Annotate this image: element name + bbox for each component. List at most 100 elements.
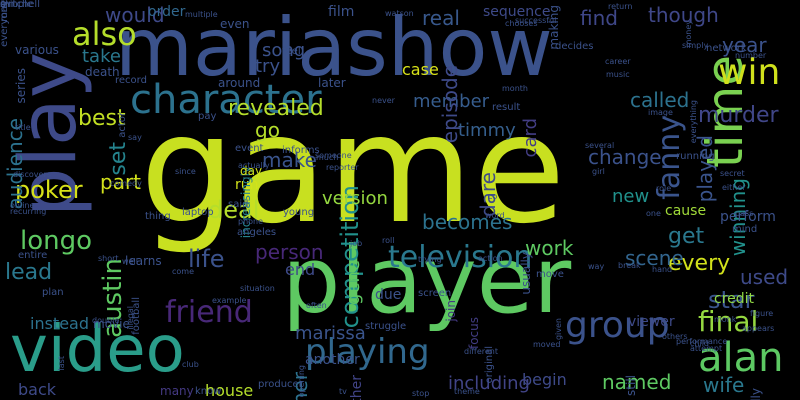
word: run <box>235 177 259 193</box>
word: producer <box>258 379 303 390</box>
word: either <box>722 183 746 192</box>
word: return <box>608 2 633 11</box>
word: real <box>422 6 460 30</box>
word: reporter <box>326 163 359 172</box>
word: discovers <box>13 170 51 179</box>
word: role <box>656 184 672 193</box>
word: last <box>57 356 66 371</box>
word: figure <box>750 309 774 318</box>
word: recurring <box>10 207 47 216</box>
word: around <box>218 76 261 90</box>
word: trying <box>418 255 442 264</box>
word: girl <box>592 167 605 176</box>
word: life <box>188 245 225 273</box>
word: hand <box>652 265 673 274</box>
word: focus <box>467 317 481 350</box>
word: illegal <box>126 306 135 330</box>
word: entire <box>18 250 48 261</box>
word: network <box>706 43 747 54</box>
word: career <box>605 57 631 66</box>
word: viewer <box>628 314 675 330</box>
word: different <box>464 347 498 356</box>
word: begin <box>522 370 567 389</box>
word: alan <box>698 335 784 381</box>
word: well <box>122 257 138 266</box>
word: perform <box>720 209 776 225</box>
word: used <box>740 265 789 289</box>
word: actor <box>117 112 128 138</box>
word: stop <box>412 389 430 398</box>
word: action <box>478 254 503 263</box>
word: make <box>262 148 317 172</box>
word: playing <box>305 332 430 372</box>
word: attempt <box>690 344 723 353</box>
word: simple <box>0 0 34 10</box>
word: screen <box>418 288 452 299</box>
word: theme <box>454 387 480 396</box>
word: card <box>520 118 541 158</box>
word: game <box>140 83 566 257</box>
word: plan <box>42 287 64 298</box>
word: part <box>100 170 142 194</box>
word: film <box>328 4 355 20</box>
word: find <box>580 6 618 30</box>
word: death <box>85 65 120 79</box>
word: successful <box>515 16 557 25</box>
word: roll <box>382 236 395 245</box>
word: young <box>283 207 315 218</box>
word: initially <box>749 388 763 400</box>
word: also <box>72 15 137 53</box>
word: everything <box>689 100 698 144</box>
word: various <box>15 43 59 57</box>
word: work <box>525 236 574 260</box>
word: short <box>98 254 119 263</box>
word: never <box>372 96 395 105</box>
word: final <box>698 305 759 338</box>
word: poker <box>15 176 83 204</box>
word: c <box>0 0 6 10</box>
word: cause <box>665 203 707 219</box>
word: secret <box>720 169 745 178</box>
word: win <box>718 52 781 93</box>
word: say <box>128 133 142 142</box>
word: every <box>668 251 731 276</box>
word: job <box>350 239 363 248</box>
word: comedy <box>110 179 142 188</box>
word: informs <box>282 145 320 156</box>
word: movie <box>93 317 130 331</box>
word: credit <box>714 291 755 307</box>
word: wife <box>703 373 745 397</box>
word: played <box>693 135 717 203</box>
word: running <box>676 151 715 162</box>
word: still <box>624 375 638 396</box>
word: character <box>130 77 322 123</box>
word: end <box>285 260 316 279</box>
word: situation <box>240 284 275 293</box>
word: named <box>602 370 672 394</box>
word: get <box>668 224 705 249</box>
word: longo <box>20 226 93 256</box>
word: several <box>585 141 615 150</box>
word: word <box>485 211 505 220</box>
word: back <box>18 380 57 399</box>
word: pay <box>198 111 217 122</box>
word: mitchell <box>0 0 40 10</box>
word: house <box>205 381 254 400</box>
word: group <box>565 305 670 346</box>
word: title <box>15 123 31 132</box>
word: performance <box>676 337 728 346</box>
word: take <box>82 46 121 67</box>
word: someone <box>315 151 352 160</box>
word: order <box>148 4 186 20</box>
word: new <box>612 186 650 207</box>
word: child <box>690 339 709 348</box>
word: said <box>228 199 249 210</box>
word: others <box>662 332 688 341</box>
word: series <box>14 68 28 104</box>
word: becomes <box>422 210 513 234</box>
word: many <box>160 384 194 398</box>
word: often <box>306 301 327 310</box>
word: actually <box>238 161 270 170</box>
word: since <box>175 167 196 176</box>
word: would <box>105 3 165 27</box>
